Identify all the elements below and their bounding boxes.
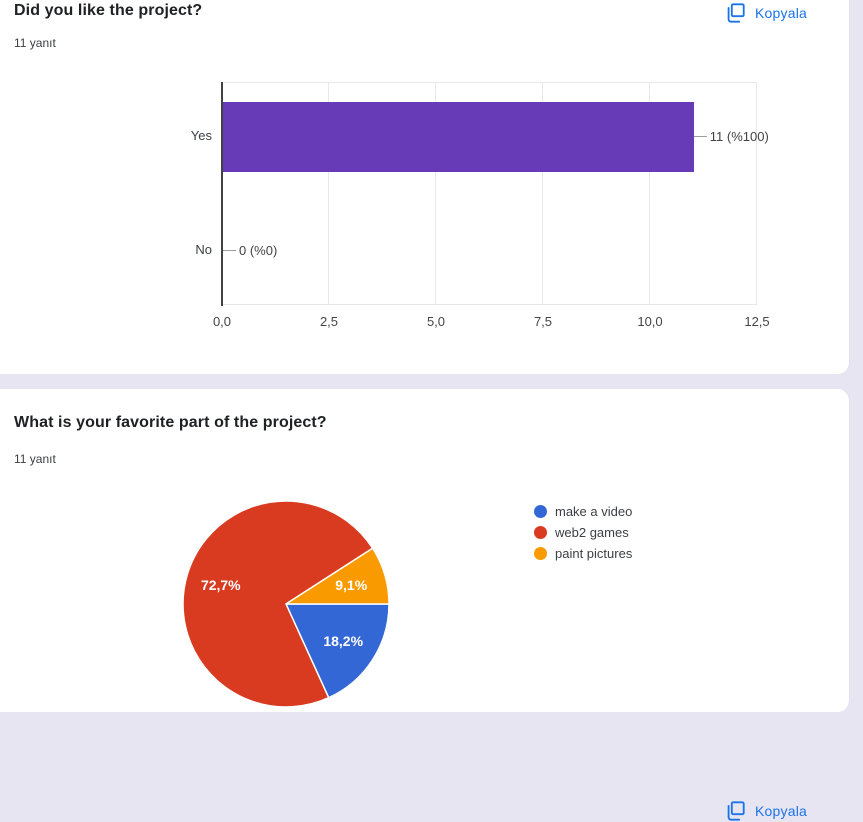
gridline xyxy=(649,83,650,304)
legend-dot-icon xyxy=(534,526,547,539)
response-count: 11 yanıt xyxy=(14,36,56,50)
annotation-stem xyxy=(693,135,707,137)
question-title: What is your favorite part of the projec… xyxy=(14,414,327,431)
copy-button[interactable]: Kopyala xyxy=(724,2,807,24)
pie-chart: 18,2% 72,7% 9,1% xyxy=(182,500,390,708)
x-axis-tick-label: 10,0 xyxy=(637,314,663,329)
legend-label: web2 games xyxy=(555,525,629,540)
response-count: 11 yanıt xyxy=(14,452,56,466)
pie-slice-web2-games xyxy=(182,500,374,708)
x-axis-tick-label: 12,5 xyxy=(744,314,770,329)
legend-label: paint pictures xyxy=(555,546,633,561)
x-axis-tick-label: 5,0 xyxy=(426,314,446,329)
copy-button[interactable]: Kopyala xyxy=(724,800,807,822)
gridline xyxy=(435,83,436,304)
question-card-pie: What is your favorite part of the projec… xyxy=(0,389,850,821)
annotation-stem xyxy=(223,249,236,251)
legend-item: web2 games xyxy=(534,522,632,543)
question-title: Did you like the project? xyxy=(14,2,203,19)
x-axis-tick-label: 0,0 xyxy=(212,314,232,329)
legend-dot-icon xyxy=(534,505,547,518)
legend-item: make a video xyxy=(534,501,632,522)
category-label: No xyxy=(195,242,212,257)
legend-dot-icon xyxy=(534,547,547,560)
value-annotation: 11 (%100) xyxy=(693,126,769,146)
gridline xyxy=(542,83,543,304)
x-axis-tick-label: 2,5 xyxy=(319,314,339,329)
pie-slice-percentage-label: 9,1% xyxy=(335,577,367,593)
copy-button-label: Kopyala xyxy=(755,5,807,21)
annotation-text: 0 (%0) xyxy=(239,242,278,258)
gridline xyxy=(756,83,757,304)
legend-label: make a video xyxy=(555,504,633,519)
copy-icon xyxy=(724,2,746,24)
pie-slice-paint-pictures xyxy=(285,547,390,605)
annotation-text: 11 (%100) xyxy=(709,128,769,144)
y-axis-line xyxy=(221,82,223,306)
value-annotation: 0 (%0) xyxy=(223,240,277,260)
question-card-bar: Did you like the project? 11 yanıt Kopya… xyxy=(0,0,850,374)
copy-button-label: Kopyala xyxy=(755,803,807,819)
legend-item: paint pictures xyxy=(534,543,632,564)
pie-slice-make-a-video xyxy=(285,603,390,699)
x-axis-tick-label: 7,5 xyxy=(533,314,553,329)
bar-yes xyxy=(223,102,694,172)
pie-slice-percentage-label: 18,2% xyxy=(323,633,363,649)
category-label: Yes xyxy=(190,128,212,143)
pie-slice-percentage-label: 72,7% xyxy=(201,577,241,593)
gridline xyxy=(328,83,329,304)
bar-chart-plot-area xyxy=(222,82,757,305)
copy-icon xyxy=(724,800,746,822)
pie-legend: make a video web2 games paint pictures xyxy=(534,501,632,564)
